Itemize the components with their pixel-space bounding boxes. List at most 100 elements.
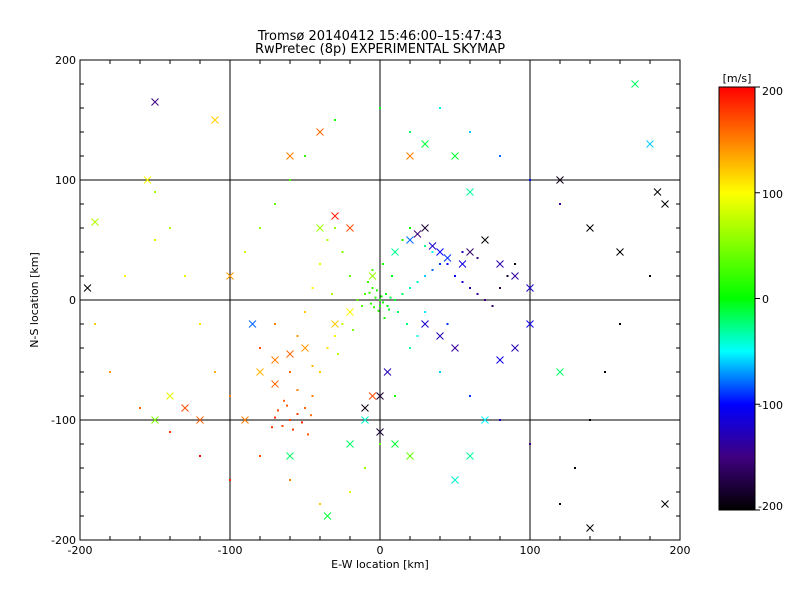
colorbar-tick-label: 0 [762, 293, 769, 306]
scatter-point-dot [368, 291, 371, 294]
scatter-point-dot [311, 365, 314, 367]
scatter-point-x [368, 272, 377, 280]
colorbar-label: [m/s] [723, 72, 752, 85]
scatter-point-dot [304, 407, 306, 409]
scatter-point-dot [416, 281, 419, 283]
scatter-point-dot [431, 269, 434, 271]
scatter-point-x [481, 416, 489, 424]
scatter-point-x [383, 368, 392, 376]
scatter-point-dot [379, 305, 381, 307]
scatter-point-dot [349, 275, 351, 277]
scatter-point-dot [334, 335, 336, 337]
scatter-point-dot [461, 281, 464, 283]
scatter-point-dot [274, 203, 276, 205]
scatter-point-x [466, 452, 474, 460]
y-tick-label: 200 [55, 54, 76, 67]
scatter-point-dot [334, 227, 336, 229]
x-tick-label: -200 [68, 544, 93, 557]
scatter-point-dot [229, 479, 231, 481]
scatter-point-x [443, 254, 452, 262]
scatter-point-x [316, 128, 324, 136]
scatter-point-dot [292, 428, 294, 431]
scatter-point-x [406, 452, 414, 460]
scatter-point-dot [310, 414, 312, 417]
scatter-point-x [361, 416, 369, 424]
scatter-point-dot [380, 295, 383, 298]
scatter-point-x [511, 344, 519, 352]
scatter-point-x [481, 236, 489, 244]
scatter-point-x [653, 188, 662, 196]
scatter-point-dot [401, 239, 404, 241]
scatter-point-dot [304, 155, 306, 157]
scatter-point-x [83, 284, 92, 292]
scatter-point-dot [409, 347, 411, 349]
scatter-point-dot [277, 409, 279, 412]
scatter-point-x [271, 380, 279, 388]
scatter-point-x [143, 176, 152, 184]
scatter-point-x [368, 392, 377, 400]
scatter-point-dot [424, 245, 426, 247]
scatter-point-x [316, 224, 324, 232]
scatter-point-dot [259, 347, 261, 349]
scatter-point-x [331, 212, 339, 220]
scatter-point-x [301, 344, 309, 352]
scatter-point-x [346, 224, 354, 232]
scatter-point-dot [388, 308, 390, 311]
scatter-point-x [451, 476, 459, 484]
scatter-point-dot [281, 425, 284, 427]
scatter-point-dot [109, 371, 111, 373]
scatter-point-dot [469, 131, 471, 133]
scatter-point-x [466, 248, 474, 256]
scatter-point-dot [356, 299, 359, 301]
scatter-point-dot [259, 455, 261, 457]
scatter-point-x [496, 260, 504, 268]
scatter-point-dot [283, 399, 285, 402]
scatter-points [83, 80, 669, 532]
scatter-point-dot [289, 371, 291, 373]
scatter-point-dot [379, 299, 381, 301]
scatter-point-x [661, 200, 669, 208]
scatter-point-dot [374, 296, 377, 299]
scatter-point-dot [271, 426, 273, 429]
scatter-point-x [91, 218, 99, 226]
scatter-point-dot [364, 467, 366, 469]
scatter-point-x [436, 332, 444, 340]
scatter-point-dot [409, 227, 411, 229]
scatter-point-dot [469, 395, 471, 397]
scatter-point-x [151, 416, 159, 424]
scatter-point-dot [389, 296, 392, 299]
scatter-point-dot [409, 131, 411, 133]
scatter-point-x [286, 452, 294, 460]
scatter-point-x [271, 356, 279, 364]
scatter-point-x [646, 140, 654, 148]
scatter-point-dot [394, 299, 396, 301]
scatter-point-dot [514, 263, 516, 265]
scatter-point-dot [334, 119, 336, 121]
scatter-point-x [451, 344, 459, 352]
scatter-point-x [586, 524, 594, 532]
scatter-point-x [556, 176, 564, 184]
scatter-point-dot [289, 179, 291, 181]
scatter-point-x [346, 308, 354, 316]
scatter-point-x [151, 98, 159, 106]
chart-title: Tromsø 20140412 15:46:00–15:47:43 [257, 29, 502, 44]
scatter-point-dot [326, 239, 329, 241]
scatter-point-dot [604, 371, 606, 373]
scatter-point-x [616, 248, 624, 256]
scatter-point-dot [154, 191, 156, 193]
scatter-point-x [361, 404, 369, 412]
scatter-point-dot [184, 275, 186, 277]
scatter-point-x [451, 152, 459, 160]
scatter-point-x [421, 140, 429, 148]
scatter-point-dot [311, 395, 314, 397]
scatter-point-dot [311, 287, 314, 289]
scatter-point-dot [446, 263, 449, 265]
scatter-point-dot [289, 479, 291, 481]
scatter-point-dot [229, 395, 231, 397]
scatter-point-dot [274, 416, 276, 419]
scatter-point-dot [169, 431, 171, 433]
scatter-point-dot [199, 455, 201, 457]
scatter-point-x [413, 230, 422, 238]
scatter-point-x [511, 272, 519, 280]
scatter-point-x [406, 236, 414, 244]
